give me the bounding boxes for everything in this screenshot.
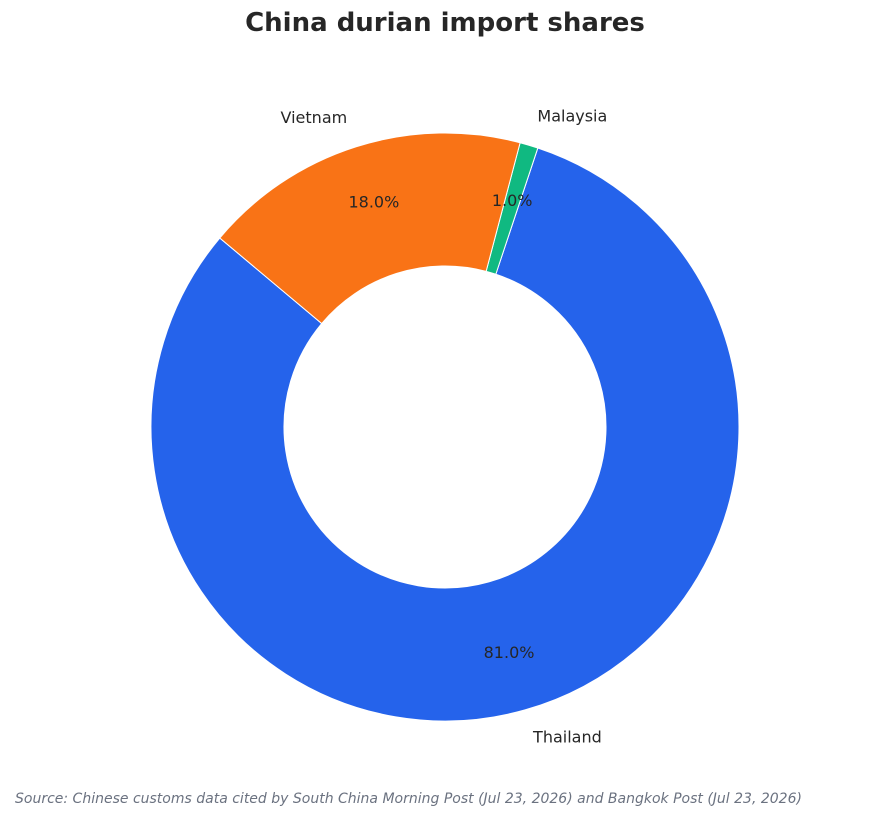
pct-label-thailand: 81.0% (484, 643, 535, 662)
slice-vietnam (219, 132, 521, 325)
label-vietnam: Vietnam (281, 108, 348, 127)
source-footnote: Source: Chinese customs data cited by So… (15, 791, 802, 807)
chart-title: China durian import shares (245, 8, 645, 38)
slices-group (150, 132, 740, 722)
pct-label-malaysia: 1.0% (492, 191, 533, 210)
label-malaysia: Malaysia (537, 107, 607, 126)
labels-group: Thailand 81.0% Malaysia 1.0% Vietnam 18.0% (281, 107, 608, 747)
label-thailand: Thailand (532, 728, 602, 747)
pct-label-vietnam: 18.0% (348, 192, 399, 211)
slice-thailand (150, 147, 740, 722)
